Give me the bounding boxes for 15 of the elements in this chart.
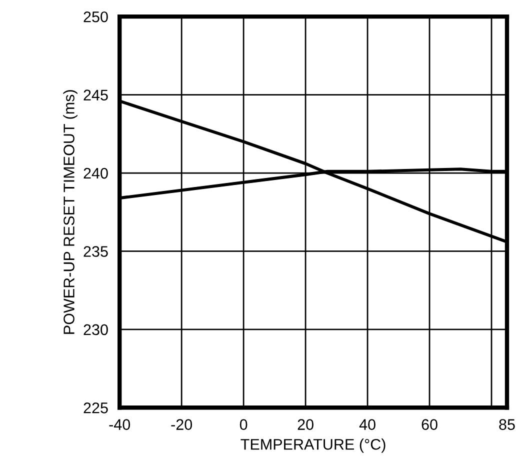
y-tick-label: 235 [84,246,108,257]
y-tick-label: 250 [84,11,108,22]
x-tick-label: -20 [171,419,192,430]
x-tick-label: 0 [240,419,248,430]
y-tick-label: 225 [84,402,108,414]
y-tick-label: 245 [84,90,108,100]
y-tick-label: 230 [84,324,108,336]
x-axis-title: TEMPERATURE (°C) [240,438,386,453]
y-axis-title: POWER-UP RESET TIMEOUT (ms) [63,90,78,334]
y-tick-label: 240 [84,168,108,179]
x-tick-label: 20 [298,419,314,430]
x-tick-label: -40 [109,419,130,430]
x-tick-label: 60 [422,419,438,430]
x-tick-label: 40 [359,419,376,430]
x-tick-label: 85 [499,419,515,430]
